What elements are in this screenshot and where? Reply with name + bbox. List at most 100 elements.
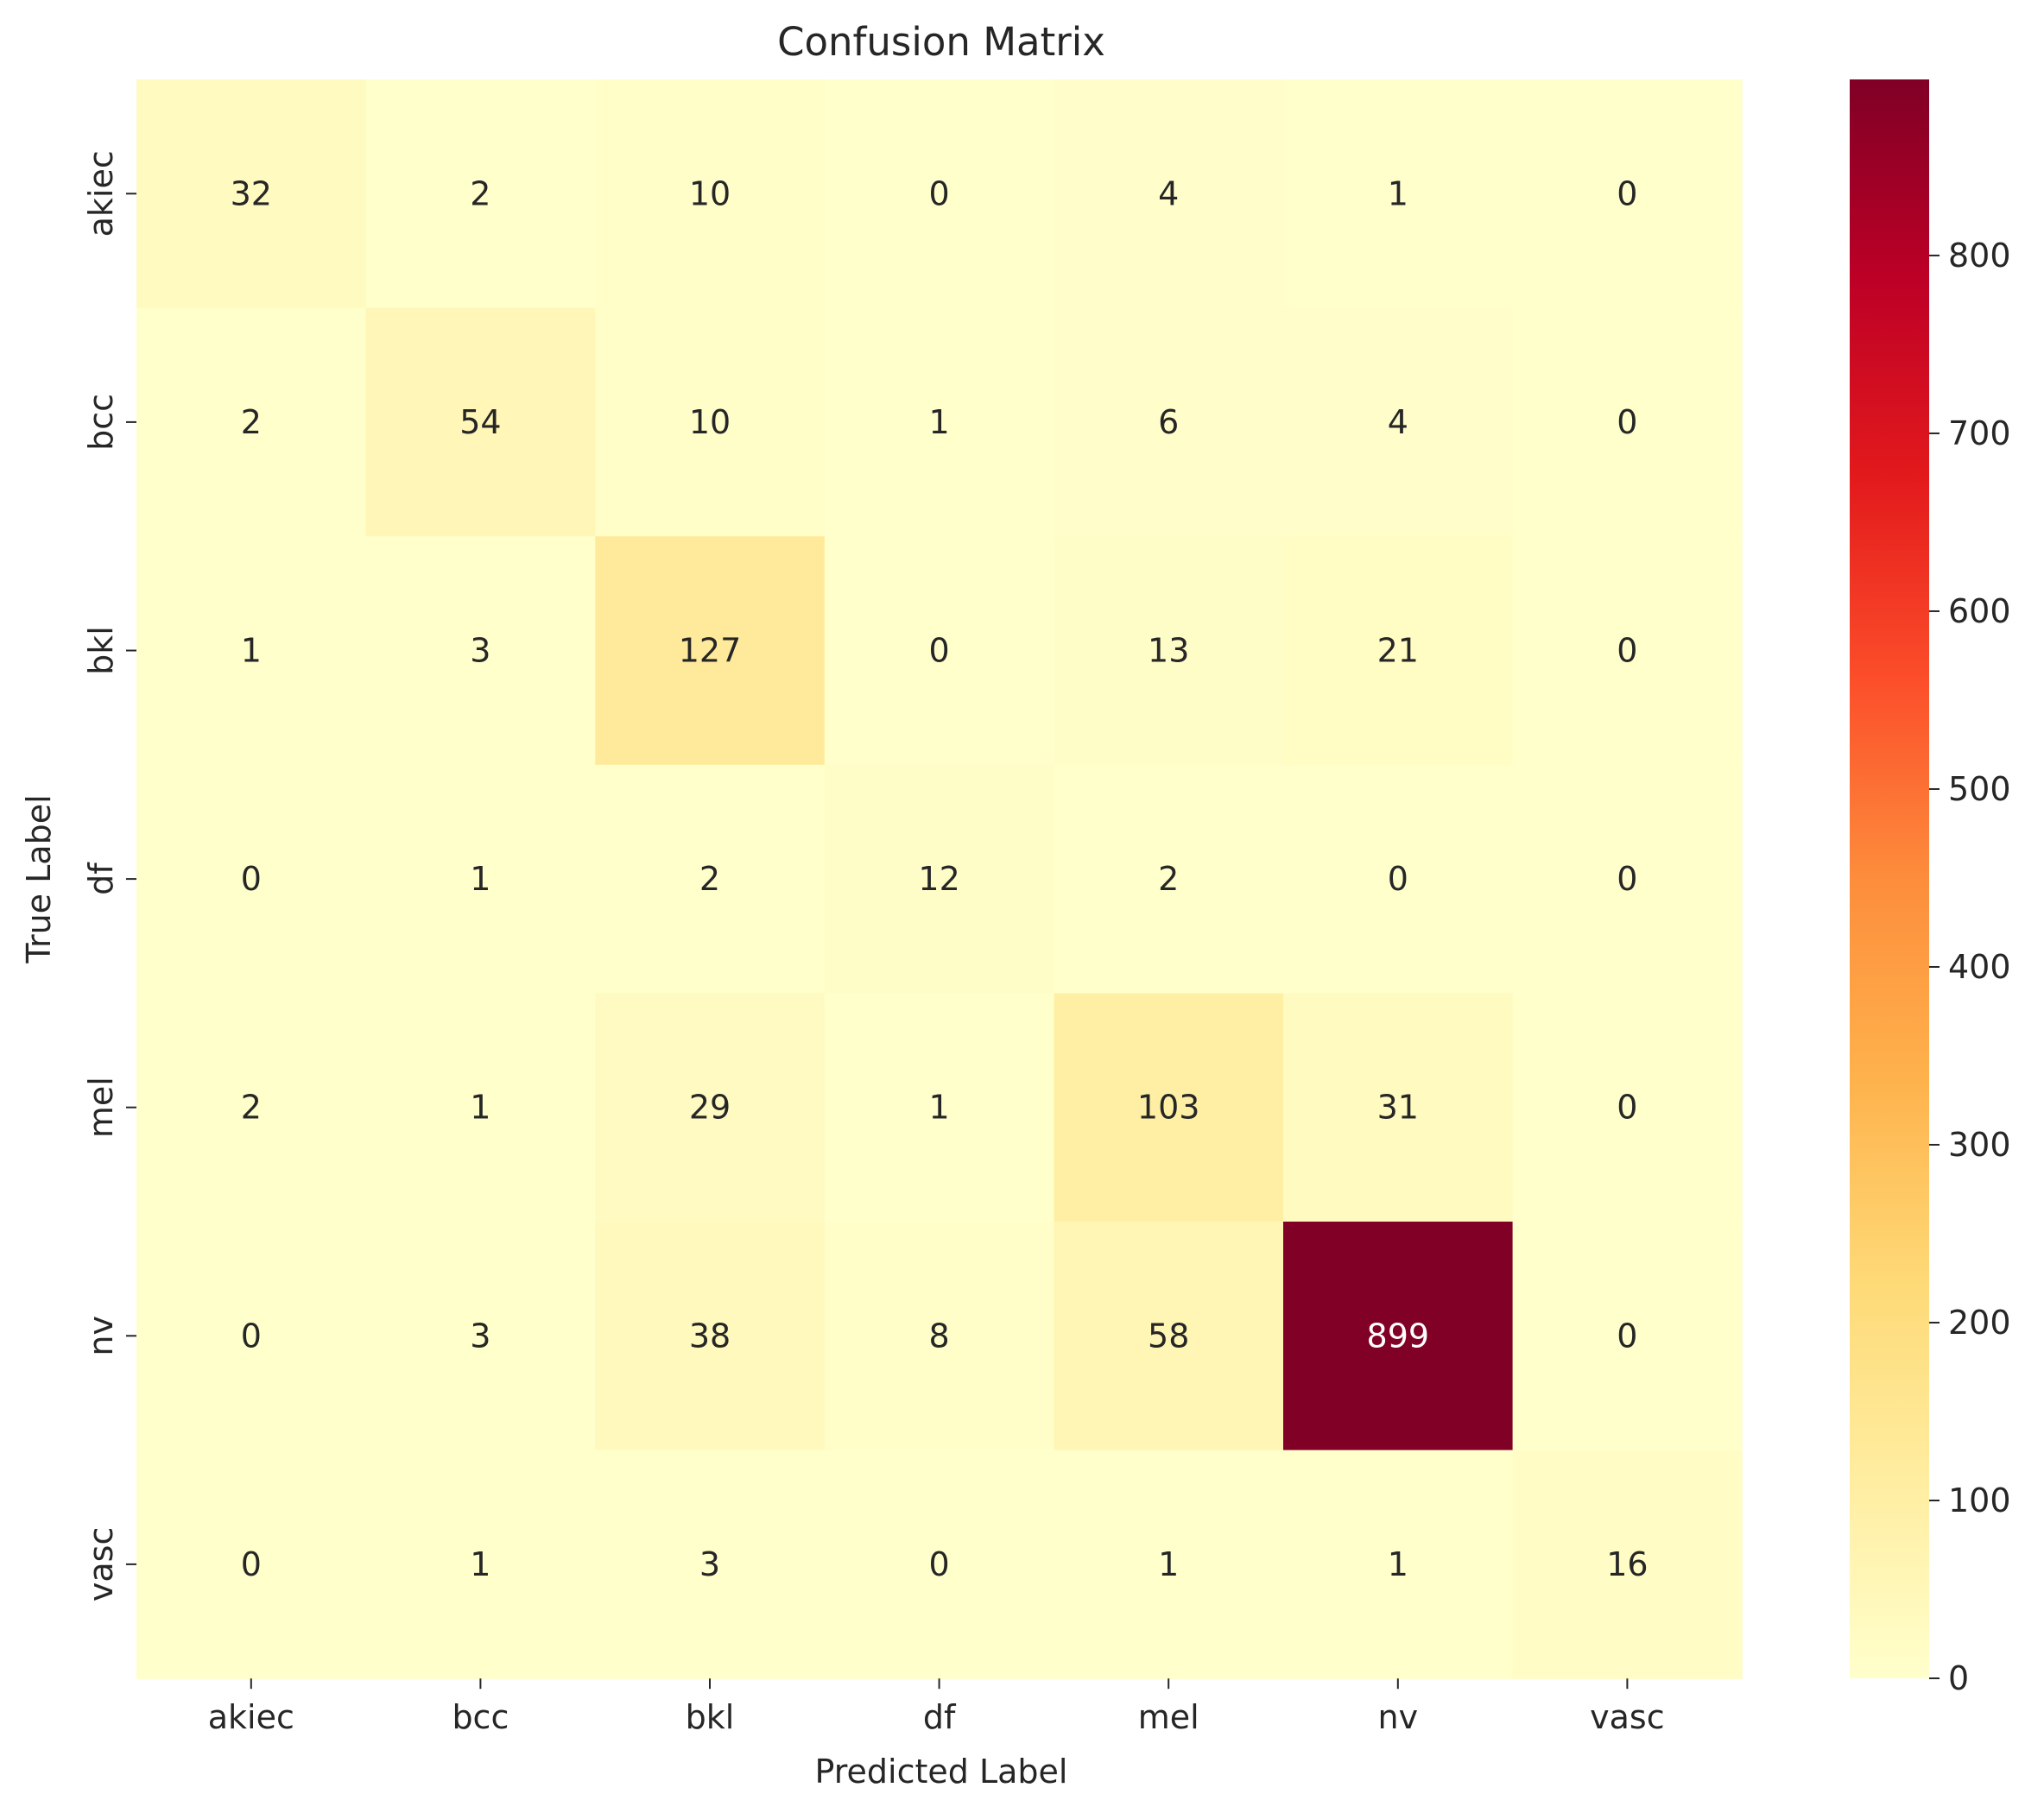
y-tick-label: nv <box>82 1316 120 1356</box>
x-tick-label: bkl <box>686 1698 735 1736</box>
heatmap-cell <box>824 764 1054 994</box>
x-tick-label: nv <box>1378 1698 1419 1736</box>
y-tick-label: bcc <box>82 394 120 451</box>
cell-value-label: 0 <box>1617 174 1637 212</box>
colorbar-tick-label: 100 <box>1948 1481 2011 1519</box>
heatmap-cell <box>1283 1450 1514 1679</box>
heatmap-cell <box>824 536 1054 766</box>
heatmap-cell <box>824 307 1054 537</box>
cell-value-label: 2 <box>241 403 262 441</box>
cell-value-label: 1 <box>470 1089 490 1127</box>
x-tick-label: bcc <box>452 1698 509 1736</box>
cell-value-label: 21 <box>1377 632 1419 670</box>
heatmap-cell <box>1054 79 1284 309</box>
cell-value-label: 1 <box>929 1089 950 1127</box>
heatmap-cell <box>365 1450 596 1679</box>
heatmap-cell <box>136 764 367 994</box>
heatmap-cell <box>365 1222 596 1451</box>
cell-value-label: 0 <box>241 1317 262 1355</box>
cell-value-label: 32 <box>231 174 272 212</box>
cell-value-label: 31 <box>1377 1089 1419 1127</box>
heatmap-cell <box>595 79 826 309</box>
cell-value-label: 3 <box>699 1545 720 1583</box>
cell-value-label: 4 <box>1158 174 1179 212</box>
cell-value-label: 1 <box>470 1545 490 1583</box>
colorbar-tick-label: 300 <box>1948 1126 2011 1164</box>
cell-value-label: 0 <box>1617 1089 1637 1127</box>
colorbar-tick-label: 600 <box>1948 592 2011 630</box>
heatmap-cell <box>365 307 596 537</box>
heatmap-cell <box>136 993 367 1222</box>
heatmap-cell <box>595 1222 826 1451</box>
y-tick-label: bkl <box>82 626 120 675</box>
y-axis-label: True Label <box>20 794 58 963</box>
heatmap-cell <box>1512 307 1743 537</box>
heatmap-cell <box>824 1222 1054 1451</box>
heatmap-cell <box>824 993 1054 1222</box>
colorbar-tick-label: 400 <box>1948 948 2011 986</box>
cell-value-label: 3 <box>470 1317 490 1355</box>
y-tick-label: vasc <box>82 1527 120 1601</box>
cell-value-label: 899 <box>1367 1317 1430 1355</box>
cell-value-label: 0 <box>1617 403 1637 441</box>
y-tick-label: akiec <box>82 150 120 237</box>
cell-value-label: 16 <box>1606 1545 1648 1583</box>
heatmap-cell <box>1054 1222 1284 1451</box>
cell-value-label: 1 <box>1388 1545 1408 1583</box>
heatmap-cell <box>1283 79 1514 309</box>
heatmap-cell <box>595 1450 826 1679</box>
cell-value-label: 1 <box>929 403 950 441</box>
heatmap-cell <box>1512 1450 1743 1679</box>
heatmap-cell <box>1054 764 1284 994</box>
cell-value-label: 0 <box>1617 632 1637 670</box>
heatmap-cell <box>1512 79 1743 309</box>
heatmap-cell <box>824 1450 1054 1679</box>
heatmap-cell <box>136 1450 367 1679</box>
cell-value-label: 103 <box>1137 1089 1200 1127</box>
cell-value-label: 1 <box>241 632 262 670</box>
heatmap-cells: 32 2 10 0 4 1 02 54 10 1 6 4 01 3 127 0 13 21 00 1 2 12 2 0 02 1 2… <box>136 79 1743 1679</box>
heatmap-cell <box>1283 993 1514 1222</box>
x-tick-label: df <box>923 1698 957 1736</box>
cell-value-label: 10 <box>689 403 731 441</box>
heatmap-cell <box>595 993 826 1222</box>
heatmap-cell <box>365 764 596 994</box>
x-tick-label: mel <box>1138 1698 1199 1736</box>
cell-value-label: 127 <box>679 632 742 670</box>
cell-value-label: 0 <box>1388 860 1408 898</box>
heatmap-cell <box>1054 1450 1284 1679</box>
heatmap-cell <box>136 536 367 766</box>
heatmap-cell <box>1054 536 1284 766</box>
cell-value-label: 0 <box>1617 860 1637 898</box>
colorbar-tick-label: 700 <box>1948 414 2011 452</box>
cell-value-label: 6 <box>1158 403 1179 441</box>
heatmap-cell <box>136 307 367 537</box>
cell-value-label: 2 <box>699 860 720 898</box>
chart-title: Confusion Matrix <box>777 19 1105 65</box>
cell-value-label: 0 <box>929 1545 950 1583</box>
heatmap-cell <box>1283 307 1514 537</box>
y-tick-label: mel <box>82 1077 120 1138</box>
heatmap-cell <box>595 764 826 994</box>
cell-value-label: 29 <box>689 1089 731 1127</box>
x-axis: akiec bcc bkl df mel nv vasc <box>208 1678 1665 1736</box>
cell-value-label: 54 <box>459 403 501 441</box>
cell-value-label: 0 <box>1617 1317 1637 1355</box>
cell-value-label: 58 <box>1148 1317 1189 1355</box>
heatmap-cell <box>595 536 826 766</box>
heatmap-cell <box>1283 1222 1514 1451</box>
heatmap-cell <box>365 993 596 1222</box>
cell-value-label: 1 <box>470 860 490 898</box>
heatmap-cell <box>1512 1222 1743 1451</box>
heatmap-cell <box>824 79 1054 309</box>
heatmap-cell <box>595 307 826 537</box>
cell-value-label: 4 <box>1388 403 1408 441</box>
cell-value-label: 1 <box>1158 1545 1179 1583</box>
cell-value-label: 0 <box>929 632 950 670</box>
heatmap-cell <box>1283 536 1514 766</box>
cell-value-label: 0 <box>929 174 950 212</box>
cell-value-label: 1 <box>1388 174 1408 212</box>
cell-value-label: 10 <box>689 174 731 212</box>
x-axis-label: Predicted Label <box>815 1753 1068 1791</box>
